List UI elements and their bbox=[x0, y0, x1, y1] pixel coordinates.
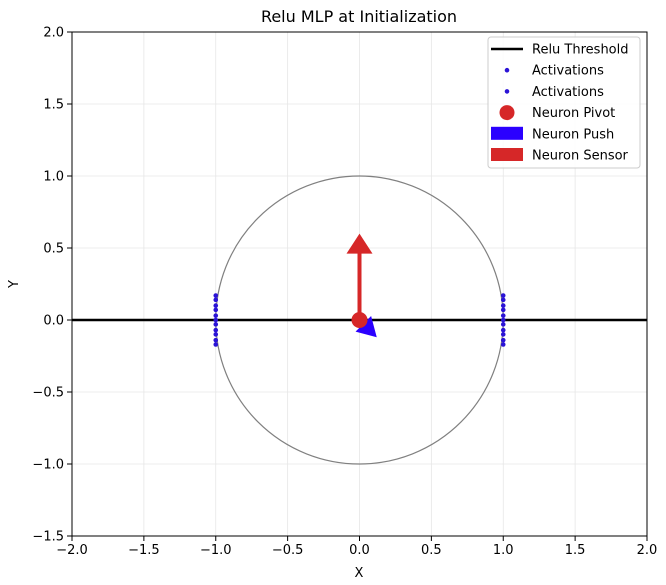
x-tick-label: −1.5 bbox=[128, 543, 160, 558]
x-tick-label: 1.0 bbox=[493, 543, 514, 558]
activation-point-2 bbox=[500, 297, 506, 303]
legend-entry-neuron-sensor-label: Neuron Sensor bbox=[532, 149, 629, 164]
legend-entry-activations-1-label: Activations bbox=[532, 64, 604, 79]
legend-entry-neuron-pivot-label: Neuron Pivot bbox=[532, 106, 615, 121]
legend: Relu Threshold Activations Activations Neur… bbox=[487, 36, 641, 169]
activation-point-1 bbox=[213, 293, 219, 298]
activation-point-1 bbox=[213, 317, 219, 323]
y-tick-label: −1.0 bbox=[32, 458, 64, 473]
activation-point-2 bbox=[500, 313, 506, 318]
legend-entry-activations-1-swatch bbox=[504, 67, 510, 73]
y-tick-label: 1.0 bbox=[43, 170, 64, 185]
activation-point-2 bbox=[500, 332, 506, 337]
legend-entry-neuron-push-label: Neuron Push bbox=[532, 127, 614, 142]
x-axis-label: X bbox=[355, 566, 364, 581]
activation-points bbox=[213, 293, 506, 347]
activation-point-1 bbox=[213, 307, 219, 313]
y-tick-label: −0.5 bbox=[32, 386, 64, 401]
activation-point-2 bbox=[500, 322, 506, 327]
activation-point-1 bbox=[213, 342, 219, 347]
x-tick-label: 1.5 bbox=[565, 543, 586, 558]
y-tick-label: 0.0 bbox=[43, 314, 64, 329]
x-tick-label: 2.0 bbox=[637, 543, 658, 558]
neuron-pivot-marker bbox=[351, 312, 368, 328]
y-tick-label: 0.5 bbox=[43, 242, 64, 257]
activation-point-2 bbox=[500, 303, 506, 308]
x-tick-label: −1.0 bbox=[200, 543, 232, 558]
chart-title: Relu MLP at Initialization bbox=[261, 7, 457, 26]
activation-point-1 bbox=[213, 297, 219, 303]
activation-point-2 bbox=[500, 327, 506, 333]
y-tick-label: 2.0 bbox=[43, 26, 64, 41]
legend-entry-neuron-pivot-swatch bbox=[499, 105, 515, 121]
activation-point-1 bbox=[213, 327, 219, 333]
legend-box bbox=[487, 36, 641, 169]
neuron-sensor-arrow bbox=[346, 233, 373, 320]
x-tick-label: −0.5 bbox=[272, 543, 304, 558]
activation-point-1 bbox=[213, 332, 219, 337]
legend-entry-neuron-push-swatch bbox=[491, 126, 523, 140]
x-tick-label: 0.5 bbox=[421, 543, 442, 558]
legend-entry-activations-2-swatch bbox=[504, 89, 510, 94]
x-tick-label: −2.0 bbox=[56, 543, 88, 558]
activation-point-2 bbox=[500, 307, 506, 313]
activation-point-1 bbox=[213, 303, 219, 308]
y-tick-label: −1.5 bbox=[32, 530, 64, 545]
activation-point-2 bbox=[500, 317, 506, 323]
y-axis-label: Y bbox=[7, 280, 22, 289]
activation-point-1 bbox=[213, 313, 219, 318]
activation-point-2 bbox=[500, 337, 506, 343]
legend-entry-relu-threshold-label: Relu Threshold bbox=[532, 43, 629, 58]
legend-entry-neuron-sensor-swatch bbox=[491, 148, 523, 161]
activation-point-1 bbox=[213, 322, 219, 327]
y-tick-label: 1.5 bbox=[43, 98, 64, 113]
neuron-arrows bbox=[346, 233, 377, 338]
axis-ticks: −2.0 −1.5 −1.0 −0.5 0.0 0.5 1.0 1.5 2.0−1.5−1.0−… bbox=[32, 26, 657, 559]
legend-entry-activations-2-label: Activations bbox=[532, 85, 604, 100]
activation-point-2 bbox=[500, 342, 506, 347]
activation-point-2 bbox=[500, 293, 506, 298]
x-tick-label: 0.0 bbox=[349, 543, 370, 558]
activation-point-1 bbox=[213, 337, 219, 343]
